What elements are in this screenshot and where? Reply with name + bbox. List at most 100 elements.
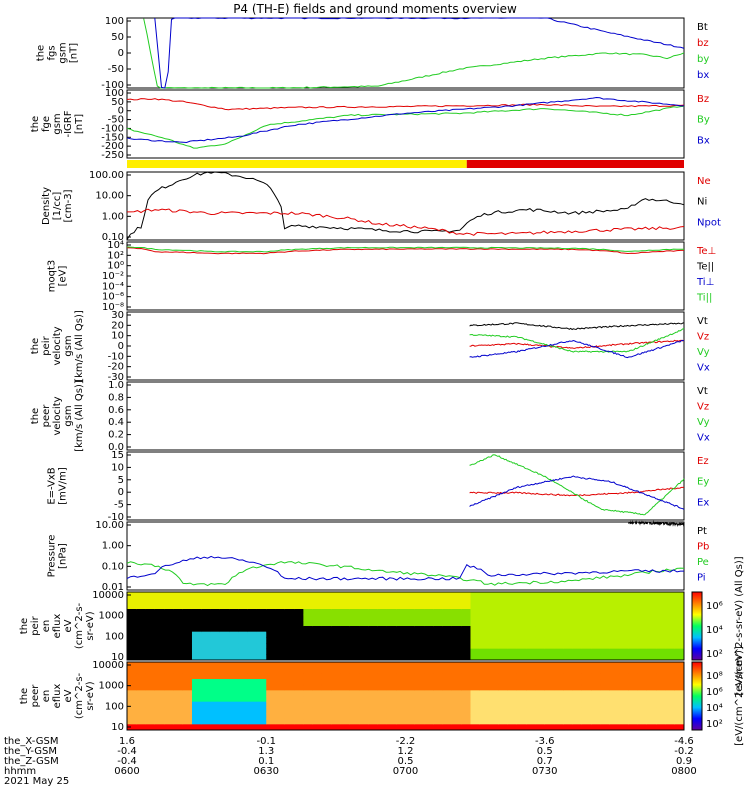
peir-spectrogram-cell bbox=[479, 597, 490, 604]
peer-spectrogram-cell bbox=[219, 724, 230, 731]
peir-spectrogram-cell bbox=[275, 620, 286, 627]
peer-spectrogram-cell bbox=[238, 667, 249, 674]
peir-spectrogram-cell bbox=[600, 609, 611, 616]
peer-spectrogram-cell bbox=[609, 718, 620, 725]
peir-spectrogram-cell bbox=[535, 626, 546, 633]
peer-spectrogram-cell bbox=[414, 713, 425, 720]
peir-spectrogram-cell bbox=[433, 592, 444, 599]
peir-spectrogram-cell bbox=[544, 597, 555, 604]
peir-spectrogram-cell bbox=[368, 597, 379, 604]
peir-spectrogram-cell bbox=[507, 626, 518, 633]
peer-spectrogram-cell bbox=[628, 718, 639, 725]
peer-spectrogram-cell bbox=[572, 718, 583, 725]
peer-spectrogram-cell bbox=[377, 667, 388, 674]
peer-spectrogram-cell bbox=[600, 690, 611, 697]
peir-spectrogram-cell bbox=[424, 626, 434, 633]
peir-spectrogram-cell bbox=[396, 626, 406, 633]
peir-spectrogram-cell bbox=[349, 592, 360, 599]
peer-spectrogram-cell bbox=[591, 713, 601, 720]
peir-spectrogram-cell bbox=[646, 614, 657, 621]
peer-spectrogram-cell bbox=[136, 696, 147, 703]
peir-spectrogram-cell bbox=[619, 637, 629, 644]
peir-spectrogram-cell bbox=[247, 631, 258, 638]
peer-spectrogram-cell bbox=[238, 707, 249, 714]
peir-spectrogram-cell bbox=[396, 637, 406, 644]
peir-spectrogram-cell bbox=[219, 637, 230, 644]
peer-spectrogram-cell bbox=[256, 718, 267, 725]
y-axis-label: en bbox=[41, 620, 52, 633]
peer-spectrogram-cell bbox=[470, 690, 481, 697]
peir-spectrogram-cell bbox=[145, 648, 156, 655]
peer-spectrogram-cell bbox=[229, 724, 239, 731]
peir-spectrogram-cell bbox=[219, 597, 230, 604]
peir-spectrogram-cell bbox=[656, 643, 666, 650]
y-tick-label: 100 bbox=[105, 701, 124, 712]
peer-spectrogram-cell bbox=[238, 690, 249, 697]
peer-spectrogram-cell bbox=[628, 707, 639, 714]
peer-spectrogram-cell bbox=[331, 667, 342, 674]
peer-spectrogram-cell bbox=[628, 684, 639, 691]
peir-spectrogram-cell bbox=[368, 654, 379, 661]
peer-spectrogram-cell bbox=[516, 679, 527, 686]
peer-spectrogram-cell bbox=[535, 707, 546, 714]
peer-spectrogram-cell bbox=[164, 684, 174, 691]
peir-spectrogram-cell bbox=[247, 592, 258, 599]
peir-spectrogram-cell bbox=[665, 609, 676, 616]
peir-spectrogram-cell bbox=[219, 654, 230, 661]
peer-spectrogram-cell bbox=[164, 713, 174, 720]
peir-spectrogram-cell bbox=[628, 614, 639, 621]
peir-spectrogram-cell bbox=[665, 597, 676, 604]
peir-spectrogram-cell bbox=[377, 631, 388, 638]
peer-spectrogram-cell bbox=[247, 701, 258, 708]
peir-spectrogram-cell bbox=[451, 637, 462, 644]
peir-spectrogram-cell bbox=[312, 637, 323, 644]
peer-spectrogram-cell bbox=[275, 662, 286, 669]
y-tick-label: 10⁻⁴ bbox=[102, 281, 124, 292]
peer-spectrogram-cell bbox=[145, 696, 156, 703]
peer-spectrogram-cell bbox=[247, 662, 258, 669]
peir-spectrogram-cell bbox=[331, 648, 342, 655]
peer-spectrogram-cell bbox=[591, 667, 601, 674]
peir-spectrogram-cell bbox=[414, 592, 425, 599]
colorbar-label: [eV/(cm^2-s-sr-eV) (All Qs)] bbox=[734, 556, 745, 695]
peir-spectrogram-cell bbox=[637, 614, 648, 621]
legend-entry: Ex bbox=[697, 497, 709, 508]
y-tick-label: 0.8 bbox=[108, 392, 124, 403]
y-axis-label: [cm-3] bbox=[63, 189, 74, 222]
peir-spectrogram-cell bbox=[312, 631, 323, 638]
peir-spectrogram-cell bbox=[247, 626, 258, 633]
peer-spectrogram-cell bbox=[405, 690, 416, 697]
peer-spectrogram-cell bbox=[405, 718, 416, 725]
peer-spectrogram-cell bbox=[340, 718, 351, 725]
peer-spectrogram-cell bbox=[396, 679, 406, 686]
peir-spectrogram-cell bbox=[145, 597, 156, 604]
peer-spectrogram-cell bbox=[377, 690, 388, 697]
peir-spectrogram-cell bbox=[191, 654, 202, 661]
peer-spectrogram-cell bbox=[164, 690, 174, 697]
peir-spectrogram-cell bbox=[303, 597, 314, 604]
peer-spectrogram-cell bbox=[526, 667, 536, 674]
y-tick-label: 50 bbox=[111, 97, 124, 108]
peer-spectrogram-cell bbox=[563, 673, 574, 680]
peer-spectrogram-cell bbox=[191, 667, 202, 674]
peer-spectrogram-cell bbox=[526, 696, 536, 703]
peer-spectrogram-cell bbox=[498, 707, 509, 714]
peir-spectrogram-cell bbox=[470, 648, 481, 655]
peir-spectrogram-cell bbox=[210, 626, 221, 633]
peir-spectrogram-cell bbox=[386, 643, 397, 650]
peir-spectrogram-cell bbox=[628, 631, 639, 638]
peir-spectrogram-cell bbox=[507, 637, 518, 644]
peir-spectrogram-cell bbox=[563, 643, 574, 650]
peer-spectrogram-cell bbox=[284, 690, 295, 697]
peir-spectrogram-cell bbox=[591, 631, 601, 638]
peir-spectrogram-cell bbox=[609, 643, 620, 650]
peir-spectrogram-cell bbox=[303, 592, 314, 599]
peir-spectrogram-cell bbox=[219, 648, 230, 655]
x-tick-label: 0.5 bbox=[537, 746, 553, 757]
peir-spectrogram-cell bbox=[164, 603, 174, 610]
peir-spectrogram-cell bbox=[266, 603, 277, 610]
peir-spectrogram-cell bbox=[516, 614, 527, 621]
peer-spectrogram-cell bbox=[442, 707, 453, 714]
peer-spectrogram-cell bbox=[303, 718, 314, 725]
peer-spectrogram-cell bbox=[349, 707, 360, 714]
